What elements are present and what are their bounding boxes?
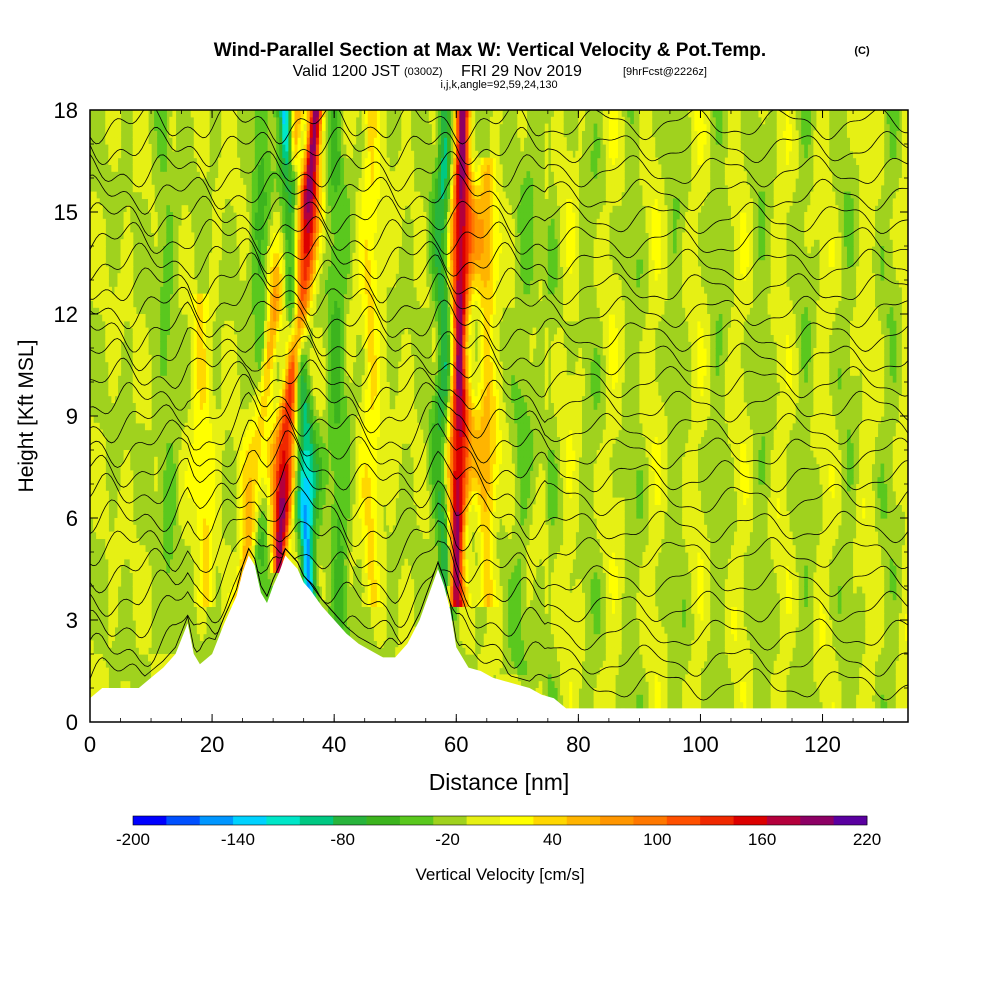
theta-contour-line: [90, 547, 908, 651]
theta-contour-line: [90, 316, 908, 376]
x-tick-label: 0: [84, 732, 96, 757]
theta-contour-line: [90, 336, 908, 399]
y-tick-label: 9: [66, 404, 78, 429]
colorbar-swatch: [533, 816, 568, 825]
colorbar-swatch: [199, 816, 234, 825]
theta-contour-line: [90, 516, 908, 597]
colorbar-swatch: [800, 816, 835, 825]
theta-contour-line: [90, 535, 908, 623]
theta-contour-line: [90, 195, 908, 237]
colorbar-swatch: [166, 816, 201, 825]
x-tick-label: 40: [322, 732, 346, 757]
x-tick-label: 100: [682, 732, 719, 757]
colorbar-swatch: [833, 816, 868, 825]
colorbar-swatch: [333, 816, 367, 825]
theta-contour-line: [90, 299, 908, 353]
theta-contour-line: [90, 151, 908, 192]
theta-contour-line: [90, 273, 908, 329]
colorbar-swatch: [633, 816, 668, 825]
theta-contour-line: [90, 455, 908, 544]
colorbar-frame: [132, 815, 868, 826]
theta-contour-line: [90, 110, 908, 145]
subtitle-prefix: Valid 1200 JST: [293, 63, 401, 80]
colorbar-swatch: [666, 816, 701, 825]
theta-contour-line: [90, 486, 908, 570]
colorbar-swatch: [500, 816, 534, 825]
theta-contour-line: [90, 235, 908, 282]
chart-title-mark: (C): [854, 45, 870, 57]
colorbar-tick-label: 220: [853, 830, 881, 849]
colorbar: -200 -140 -80 -20 40 100 160 220: [116, 815, 881, 849]
colorbar-swatch: [266, 816, 301, 825]
colorbar-swatch: [566, 816, 601, 825]
theta-contour-line: [90, 126, 908, 168]
colorbar-swatch: [700, 816, 734, 825]
y-tick-label: 6: [66, 506, 78, 531]
subtitle-utc: (0300Z): [404, 66, 443, 78]
colorbar-swatch: [733, 816, 768, 825]
theta-contour-line: [90, 172, 908, 215]
theta-contour-line: [90, 359, 908, 423]
y-tick-label: 3: [66, 608, 78, 633]
chart-title: Wind-Parallel Section at Max W: Vertical…: [214, 40, 766, 61]
colorbar-label: Vertical Velocity [cm/s]: [415, 865, 584, 884]
colorbar-tick-label: -140: [221, 830, 255, 849]
colorbar-tick-label: 40: [543, 830, 562, 849]
terrain: [90, 555, 908, 722]
theta-contour-line: [90, 252, 908, 306]
colorbar-swatch: [299, 816, 334, 825]
colorbar-swatch: [600, 816, 634, 825]
subtitle-date: FRI 29 Nov 2019: [461, 63, 582, 80]
y-axis-label: Height [Kft MSL]: [15, 340, 38, 493]
chart-subtitle-2: i,j,k,angle=92,59,24,130: [440, 79, 557, 91]
theta-contour-line: [90, 216, 908, 259]
colorbar-swatch: [766, 816, 801, 825]
theta-contour-line: [90, 373, 908, 445]
colorbar-tick-label: 160: [748, 830, 776, 849]
x-axis-label: Distance [nm]: [429, 769, 570, 795]
x-tick-label: 120: [804, 732, 841, 757]
theta-contour-line: [90, 414, 908, 493]
colorbar-swatch: [433, 816, 468, 825]
colorbar-tick-label: -80: [330, 830, 355, 849]
colorbar-tick-label: 100: [643, 830, 671, 849]
x-tick-label: 80: [566, 732, 590, 757]
theta-contour-line: [90, 430, 908, 517]
colorbar-swatch: [366, 816, 401, 825]
theta-contours: [90, 110, 908, 701]
subtitle-fcst: [9hrFcst@2226z]: [623, 66, 707, 78]
axes: 0 20 40 60 80 100 120 0 3 6 9 12 15 18: [54, 98, 908, 757]
colorbar-swatch: [233, 816, 267, 825]
theta-contour-line: [90, 391, 908, 470]
colorbar-swatch: [399, 816, 434, 825]
x-tick-label: 60: [444, 732, 468, 757]
y-tick-label: 0: [66, 710, 78, 735]
y-tick-label: 12: [54, 302, 78, 327]
chart-subtitle: Valid 1200 JST (0300Z) FRI 29 Nov 2019 […: [293, 63, 707, 80]
y-tick-label: 18: [54, 98, 78, 123]
theta-contour-line: [90, 547, 908, 677]
y-tick-label: 15: [54, 200, 78, 225]
colorbar-tick-label: -200: [116, 830, 150, 849]
x-tick-label: 20: [200, 732, 224, 757]
terrain-silhouette: [90, 555, 908, 722]
plot-area: [90, 110, 908, 722]
colorbar-swatch: [133, 816, 167, 825]
colorbar-tick-label: -20: [435, 830, 460, 849]
colorbar-swatch: [466, 816, 501, 825]
